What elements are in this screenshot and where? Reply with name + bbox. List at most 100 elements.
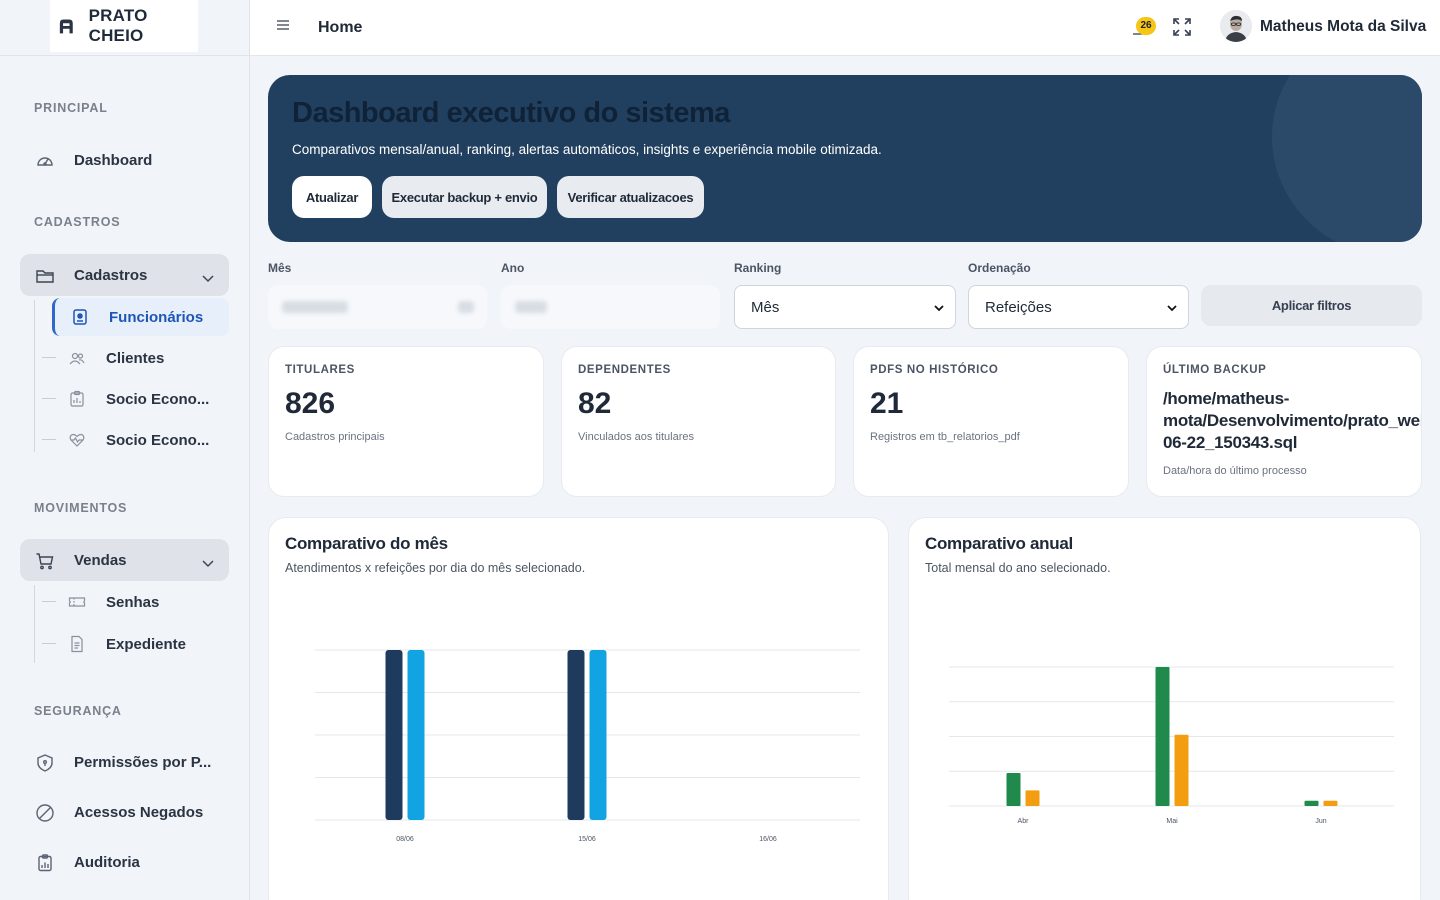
stat-value: 82 [578, 387, 612, 420]
user-photo-icon [1220, 10, 1252, 42]
stat-card-titulares: TITULARES 826 Cadastros principais [268, 346, 544, 497]
sidebar-item-expediente[interactable]: Expediente [42, 625, 229, 663]
users-icon [69, 352, 85, 365]
avatar[interactable] [1220, 10, 1252, 42]
fullscreen-icon[interactable] [1173, 18, 1191, 36]
backup-button[interactable]: Executar backup + envio [382, 176, 547, 218]
sidebar-item-label: Vendas [74, 551, 127, 569]
tree-dash [42, 601, 56, 602]
stat-card-dependentes: DEPENDENTES 82 Vinculados aos titulares [561, 346, 836, 497]
sidebar-item-label: Cadastros [74, 266, 148, 284]
check-updates-button[interactable]: Verificar atualizacoes [557, 176, 704, 218]
hero-title: Dashboard executivo do sistema [292, 97, 730, 129]
block-icon [36, 804, 54, 822]
chevron-down-icon [202, 560, 214, 568]
stat-caption: Vinculados aos titulares [578, 431, 694, 443]
x-tick-label: 16/06 [759, 836, 777, 843]
page-title: Home [318, 19, 363, 36]
blurred-value [282, 301, 348, 313]
panel-subtitle: Atendimentos x refeições por dia do mês … [285, 561, 586, 575]
ticket-icon [68, 597, 86, 607]
sidebar-item-label: Acessos Negados [74, 803, 204, 821]
stat-value: 21 [870, 387, 904, 420]
section-cadastros: CADASTROS [34, 215, 121, 229]
sidebar-group-cadastros[interactable]: Cadastros [20, 254, 229, 296]
sidebar: PRATO CHEIO PRINCIPAL Dashboard CADASTRO… [0, 0, 250, 900]
year-bar[interactable] [1323, 800, 1338, 806]
tree-dash [42, 398, 56, 399]
ranking-filter-label: Ranking [734, 261, 782, 275]
topbar: Home 26 Matheus Mota da Silva [250, 0, 1440, 56]
backup-path-line: /home/matheus- [1163, 389, 1290, 408]
dashboard-gauge-icon [37, 157, 53, 166]
clipboard-chart-icon [70, 390, 84, 407]
shield-icon [37, 754, 53, 772]
decorative-circle [1272, 75, 1422, 242]
id-badge-icon [73, 309, 87, 325]
sidebar-item-label: Socio Econo... [106, 390, 210, 408]
year-bar[interactable] [1155, 667, 1170, 806]
sidebar-item-funcionarios[interactable]: Funcionários [52, 298, 229, 336]
stat-value: 826 [285, 387, 336, 420]
tree-dash [42, 643, 56, 644]
x-tick-label: 08/06 [396, 836, 414, 843]
folder-icon [36, 270, 54, 283]
tree-line [34, 585, 35, 663]
backup-path-line: mota/Desenvolvimento/prato_web/s [1163, 411, 1422, 430]
sidebar-item-dashboard[interactable]: Dashboard [20, 139, 229, 181]
month-bar[interactable] [567, 650, 585, 820]
sidebar-item-label: Funcionários [109, 308, 204, 326]
ordering-select[interactable]: Refeições [968, 285, 1189, 329]
sidebar-item-label: Dashboard [74, 151, 153, 169]
year-bar[interactable] [1025, 790, 1040, 806]
ordering-filter-label: Ordenação [968, 261, 1031, 275]
sidebar-item-acessos-negados[interactable]: Acessos Negados [20, 791, 229, 833]
notification-badge[interactable]: 26 [1136, 17, 1156, 35]
stat-label: DEPENDENTES [578, 364, 671, 376]
tree-line [34, 300, 35, 452]
user-name[interactable]: Matheus Mota da Silva [1260, 18, 1427, 35]
clipboard-chart-icon [38, 854, 52, 872]
sidebar-item-senhas[interactable]: Senhas [42, 583, 229, 621]
year-bar[interactable] [1304, 800, 1319, 806]
hero-banner: Dashboard executivo do sistema Comparati… [268, 75, 1422, 242]
stat-card-pdfs: PDFS NO HISTÓRICO 21 Registros em tb_rel… [853, 346, 1129, 497]
chevron-down-icon [202, 275, 214, 283]
sidebar-item-label: Permissões por P... [74, 753, 212, 771]
apply-filters-button[interactable]: Aplicar filtros [1201, 285, 1422, 326]
ranking-select[interactable]: Mês [734, 285, 956, 329]
year-bar[interactable] [1174, 734, 1189, 806]
month-bar[interactable] [407, 650, 425, 820]
month-bar[interactable] [589, 650, 607, 820]
month-input[interactable] [268, 285, 487, 329]
year-chart: Abr Mai Jun [949, 666, 1394, 825]
sidebar-item-socio-economico-1[interactable]: Socio Econo... [42, 380, 229, 418]
calendar-icon [458, 301, 474, 313]
sidebar-item-label: Auditoria [74, 853, 140, 871]
document-icon [71, 635, 83, 653]
sidebar-item-socio-economico-2[interactable]: Socio Econo... [42, 421, 229, 459]
section-movimentos: MOVIMENTOS [34, 501, 128, 515]
sidebar-item-label: Expediente [106, 635, 187, 653]
month-chart: 08/06 15/06 16/06 [315, 649, 860, 843]
tree-dash [42, 439, 56, 440]
x-tick-label: 15/06 [578, 836, 596, 843]
month-bar[interactable] [385, 650, 403, 820]
menu-icon[interactable] [276, 18, 290, 32]
sidebar-item-clientes[interactable]: Clientes [42, 339, 229, 377]
x-tick-label: Abr [1018, 818, 1030, 825]
sidebar-item-label: Clientes [106, 349, 165, 367]
stat-caption: Data/hora do último processo [1163, 465, 1307, 477]
sidebar-item-permissoes[interactable]: Permissões por P... [20, 741, 229, 783]
chevron-down-icon [934, 305, 944, 312]
brand[interactable]: PRATO CHEIO [50, 0, 198, 52]
year-input[interactable] [501, 285, 720, 329]
sidebar-item-label: Socio Econo... [106, 431, 210, 449]
month-filter-label: Mês [268, 261, 292, 275]
sidebar-group-vendas[interactable]: Vendas [20, 539, 229, 581]
blurred-value [515, 301, 547, 313]
year-bar[interactable] [1006, 772, 1021, 806]
month-comparison-panel: Comparativo do mês Atendimentos x refeiç… [268, 517, 889, 900]
sidebar-item-auditoria[interactable]: Auditoria [20, 841, 229, 883]
refresh-button[interactable]: Atualizar [292, 176, 372, 218]
